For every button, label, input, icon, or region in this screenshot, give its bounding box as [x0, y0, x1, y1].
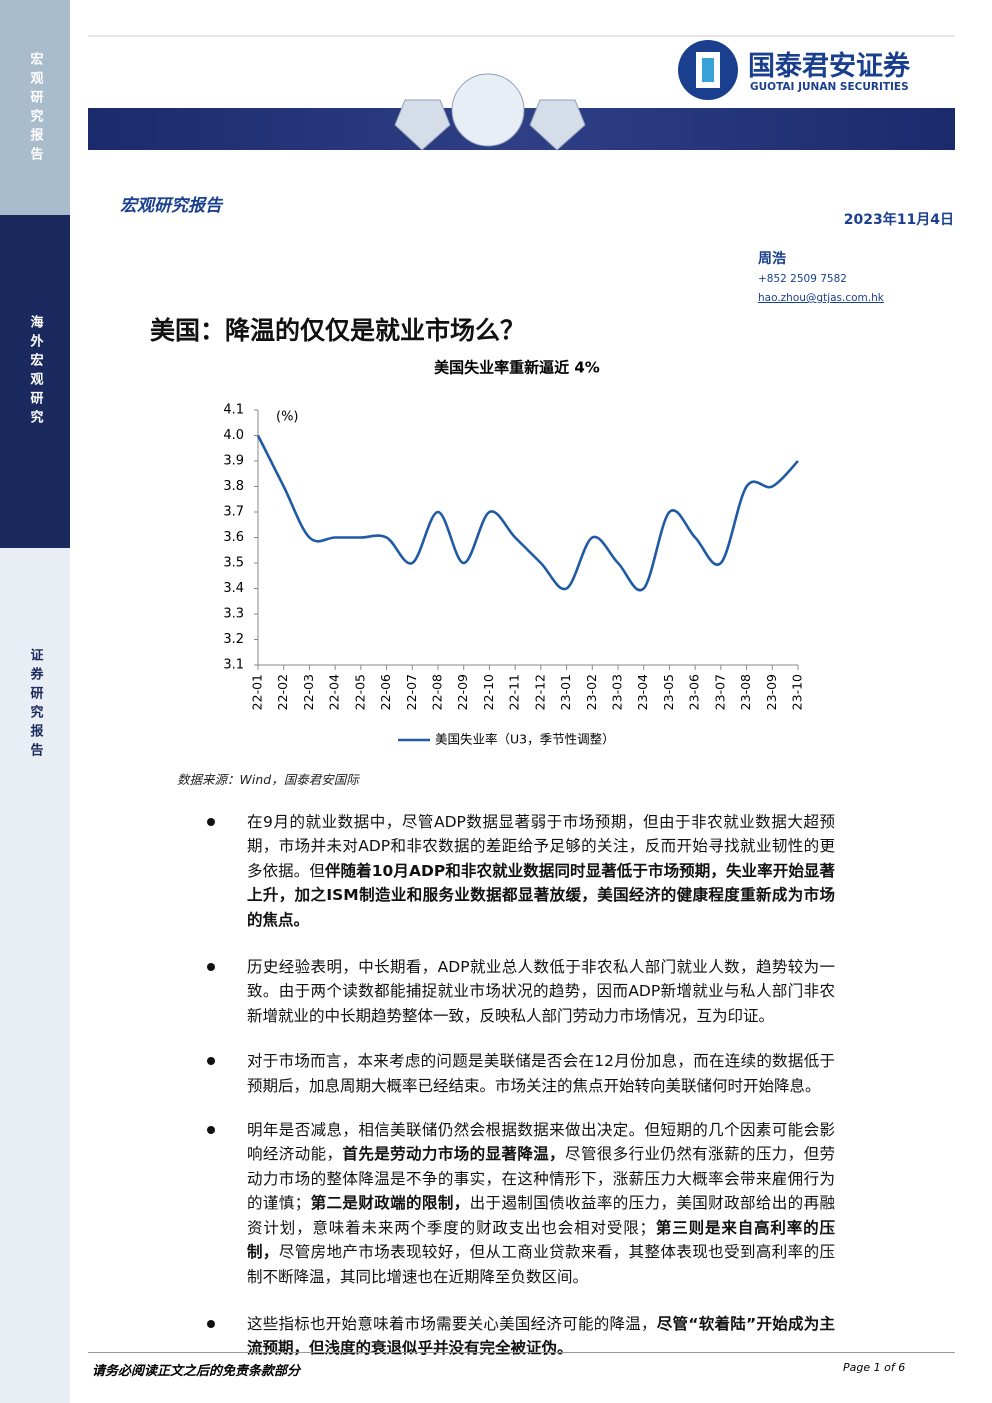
logo-mark	[678, 40, 738, 100]
text: 明年是否减息，相信美联储仍然会根据数据来做出决定。但短期的几个因素可能会影响经济…	[247, 1121, 835, 1164]
bullet-paragraph: 这些指标也开始意味着市场需要关心美国经济可能的降温，尽管“软着陆”开始成为主流预…	[207, 1312, 835, 1361]
x-tick-label: 22-07	[404, 674, 419, 710]
report-title: 美国：降温的仅仅是就业市场么？	[150, 316, 526, 345]
bold-text: 第三则是来自高利率的压制，	[247, 1218, 835, 1262]
x-tick-label: 23-04	[635, 674, 650, 710]
date: 2023年11月4日	[843, 212, 954, 228]
y-tick-label: 3.2	[223, 632, 244, 647]
sidebar-label: 海外宏观研究	[27, 315, 43, 429]
x-tick-label: 22-05	[352, 674, 367, 710]
email[interactable]: hao.zhou@gtjas.com.hk	[758, 292, 884, 304]
bold-text: 第二是财政端的限制，	[310, 1194, 470, 1213]
header-graphics: 国泰君安证券 GUOTAI JUNAN SECURITIES	[88, 35, 955, 151]
y-tick-label: 4.0	[223, 428, 244, 443]
x-tick-label: 23-10	[790, 674, 805, 710]
author: 周浩	[758, 251, 786, 267]
bullet-paragraph: 对于市场而言，本来考虑的问题是美联储是否会在12月份加息，而在连续的数据低于预期…	[207, 1049, 835, 1098]
text: 对于市场而言，本来考虑的问题是美联储是否会在12月份加息，而在连续的数据低于预期…	[247, 1052, 835, 1095]
bold-text: 伴随着10月ADP和非农就业数据同时显著低于市场预期，失业率开始显著上升，加之I…	[247, 861, 835, 929]
bullet	[207, 818, 215, 826]
x-tick-label: 23-03	[610, 674, 625, 710]
diamonds	[394, 73, 586, 151]
sidebar-top: 宏观研究报告	[0, 0, 70, 215]
phone: +852 2509 7582	[758, 273, 847, 285]
x-tick-label: 22-06	[378, 674, 393, 710]
x-tick-label: 22-01	[250, 674, 265, 710]
x-tick-label: 23-09	[764, 674, 779, 710]
x-tick-label: 22-10	[481, 674, 496, 710]
text: 历史经验表明，中长期看，ADP就业总人数低于非农私人部门就业人数，趋势较为一致。…	[247, 958, 835, 1025]
y-tick-label: 3.3	[223, 607, 244, 622]
x-tick-label: 23-02	[584, 674, 599, 710]
disclaimer: 请务必阅读正文之后的免责条款部分	[92, 1364, 301, 1379]
page-number: Page 1 of 6	[843, 1361, 906, 1374]
x-tick-label: 23-07	[712, 674, 727, 710]
bullet	[207, 1057, 215, 1066]
sidebar-middle: 海外宏观研究	[0, 215, 70, 548]
y-tick-label: 3.6	[223, 530, 244, 545]
logo-english: GUOTAI JUNAN SECURITIES	[750, 81, 909, 93]
y-tick-label: 3.1	[223, 658, 244, 673]
y-tick-label: 3.5	[223, 556, 244, 571]
text: 在9月的就业数据中，尽管ADP数据显著弱于市场预期，但由于非农就业数据大超预期，…	[247, 813, 835, 880]
x-tick-label: 22-11	[507, 674, 522, 710]
line-series	[256, 434, 799, 592]
y-tick-label: 3.4	[223, 581, 244, 596]
source: 数据来源：Wind，国泰君安国际	[177, 772, 359, 787]
text: 尽管很多行业仍然有涨薪的压力，但劳动力市场的整体降温是不争的事实，在这种情形下，…	[247, 1145, 835, 1213]
footer-rule	[88, 1352, 955, 1353]
x-tick-label: 23-06	[687, 674, 702, 710]
bullet	[207, 963, 215, 972]
sidebar-label: 证券研究报告	[27, 648, 43, 762]
x-tick-label: 22-08	[430, 674, 445, 710]
y-tick-label: 4.1	[223, 403, 244, 418]
x-tick-label: 22-04	[327, 674, 342, 710]
x-tick-label: 23-08	[738, 674, 753, 710]
bullet	[207, 1319, 215, 1328]
text: 这些指标也开始意味着市场需要关心美国经济可能的降温，	[247, 1314, 657, 1333]
y-tick-label: 3.7	[223, 505, 244, 520]
section-label: 宏观研究报告	[120, 196, 222, 216]
sidebar-label: 宏观研究报告	[27, 52, 43, 166]
x-tick-label: 22-02	[275, 674, 290, 710]
text: 出于遏制国债收益率的压力，美国财政部给出的再融资计划，意味着未来两个季度的财政支…	[247, 1194, 835, 1237]
x-tick-label: 22-09	[455, 674, 470, 710]
bullet-paragraph: 明年是否减息，相信美联储仍然会根据数据来做出决定。但短期的几个因素可能会影响经济…	[207, 1118, 835, 1289]
x-tick-label: 22-03	[301, 674, 316, 710]
chart-title: 美国失业率重新逼近 4%	[434, 359, 600, 377]
y-tick-label: 3.9	[223, 454, 244, 469]
body-text: 在9月的就业数据中，尽管ADP数据显著弱于市场预期，但由于非农就业数据大超预期，…	[207, 810, 835, 1361]
bullet-paragraph: 在9月的就业数据中，尽管ADP数据显著弱于市场预期，但由于非农就业数据大超预期，…	[207, 810, 835, 932]
bullet-paragraph: 历史经验表明，中长期看，ADP就业总人数低于非农私人部门就业人数，趋势较为一致。…	[207, 955, 835, 1028]
y-unit: (%)	[276, 410, 299, 425]
text: 尽管房地产市场表现较好，但从工商业贷款来看，其整体表现也受到高利率的压制不断降温…	[247, 1243, 835, 1286]
x-tick-label: 22-12	[532, 674, 547, 710]
x-tick-label: 23-01	[558, 674, 573, 710]
legend-label: 美国失业率（U3，季节性调整）	[435, 732, 615, 747]
x-tick-label: 23-05	[661, 674, 676, 710]
y-tick-label: 3.8	[223, 479, 244, 494]
logo-name: 国泰君安证券	[748, 50, 911, 82]
sidebar-bottom: 证券研究报告	[0, 548, 70, 1403]
chart: 美国失业率重新逼近 4% (%) 3.1 3.2 3.3 3.4 3.5 3.6 3.7 3.…	[223, 359, 805, 747]
bullet	[207, 1126, 215, 1135]
bold-text: 首先是劳动力市场的显著降温，	[342, 1145, 566, 1164]
